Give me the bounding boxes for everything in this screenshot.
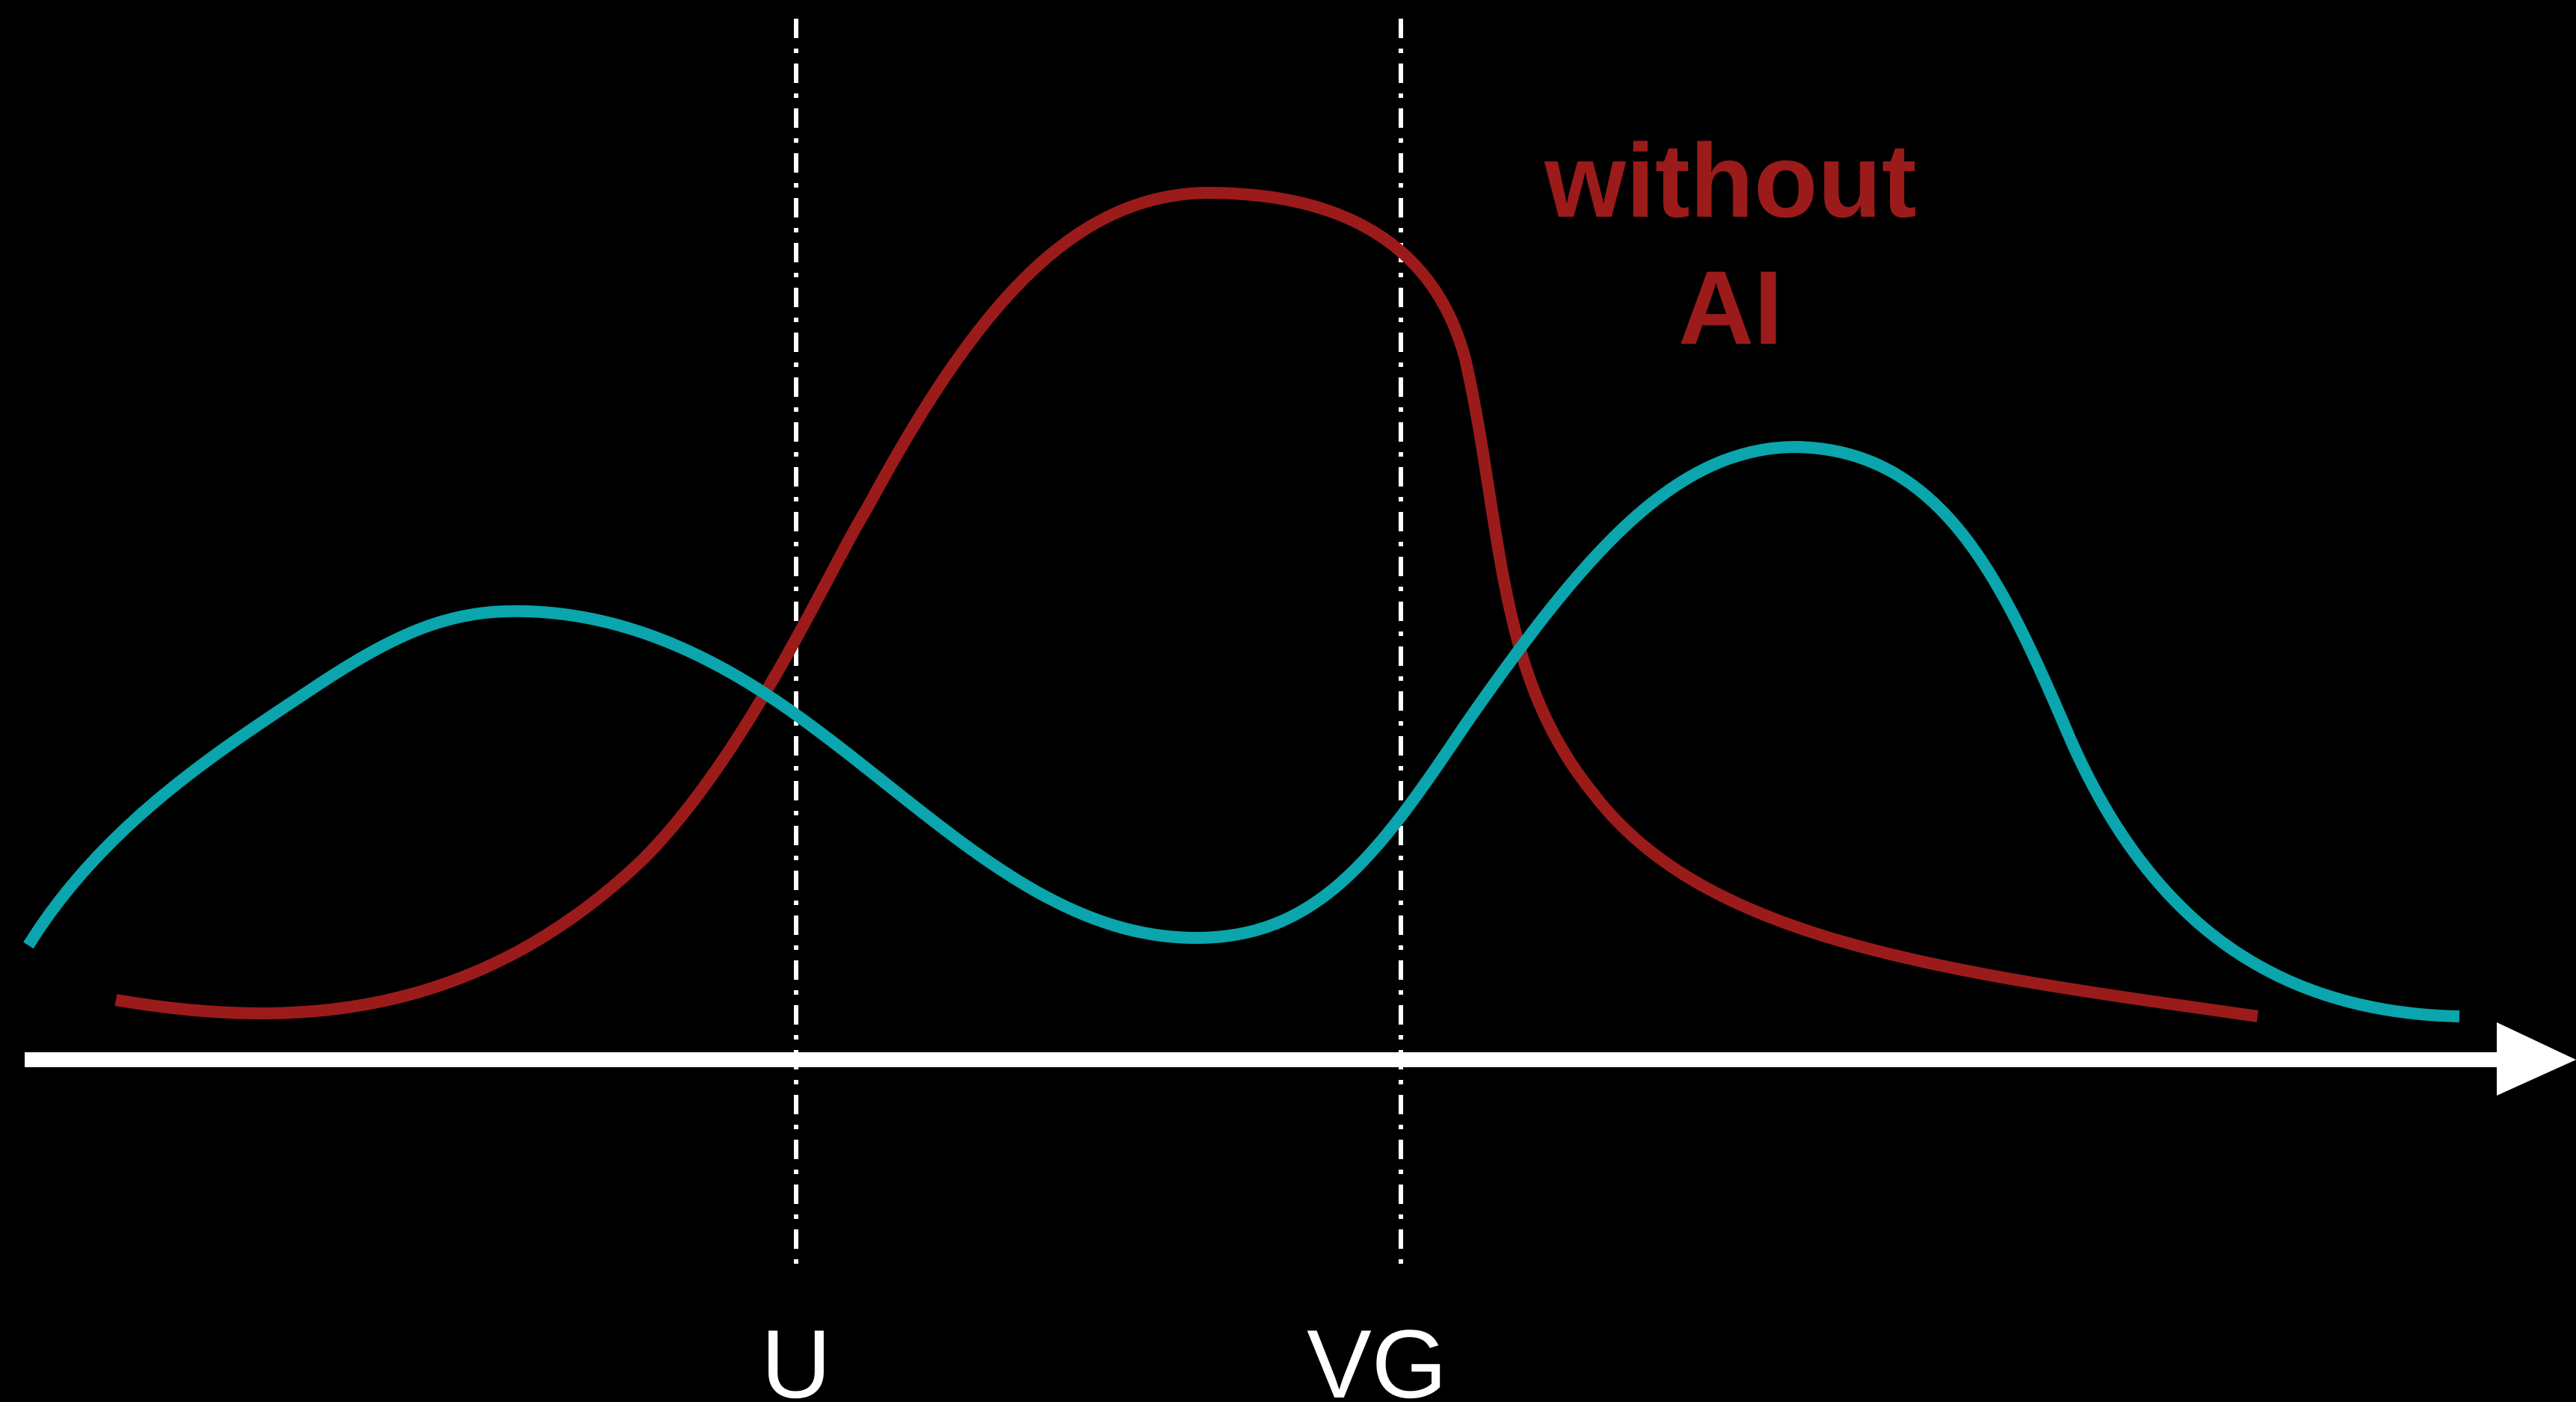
annotation-line-1: without — [1544, 122, 1917, 239]
x-axis-arrowhead — [2497, 1022, 2576, 1096]
annotation-line-2: AI — [1678, 249, 1783, 366]
marker-label-u: U — [761, 1309, 831, 1402]
curve-other — [23, 441, 2460, 1022]
curve-without-ai — [114, 187, 2259, 1022]
marker-label-vg: VG — [1307, 1309, 1447, 1402]
